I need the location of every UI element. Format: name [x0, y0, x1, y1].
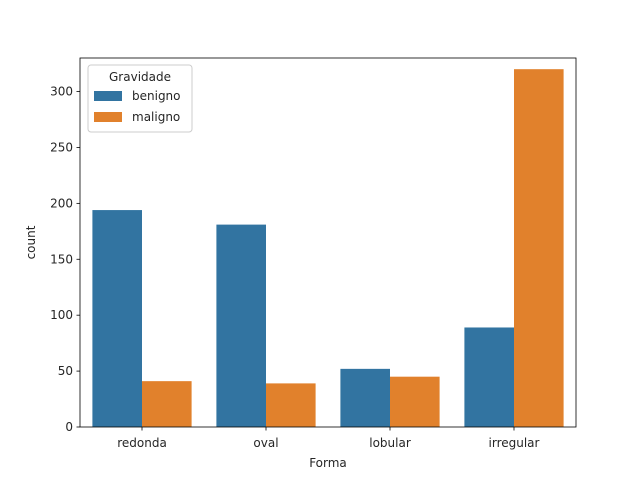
axes-group: 0 50 100 150 200 250 300 redonda oval lobular irre… [50, 57, 577, 450]
y-tick-label: 150 [50, 252, 73, 266]
y-tick-label: 200 [50, 196, 73, 210]
bar-maligno-redonda [142, 381, 192, 427]
legend-swatch-maligno [94, 112, 122, 122]
y-axis-label: count [24, 225, 38, 259]
legend: Gravidade benigno maligno [87, 64, 193, 133]
y-tick-label: 0 [65, 420, 73, 434]
bar-maligno-lobular [390, 376, 440, 427]
y-tick-label: 100 [50, 308, 73, 322]
bar-maligno-irregular [514, 69, 564, 427]
legend-label-benigno: benigno [132, 89, 181, 103]
y-tick-label: 250 [50, 140, 73, 154]
bar-benigno-oval [216, 224, 266, 427]
x-tick-label: oval [253, 436, 278, 450]
y-tick-label: 50 [58, 364, 73, 378]
bar-maligno-oval [266, 383, 316, 427]
x-tick-label: lobular [369, 436, 411, 450]
x-axis-label: Forma [309, 456, 347, 470]
legend-label-maligno: maligno [132, 110, 180, 124]
plot-frame [79, 57, 577, 428]
bars-group [92, 69, 564, 427]
bar-benigno-lobular [340, 368, 390, 427]
x-tick-label: redonda [117, 436, 167, 450]
legend-title: Gravidade [109, 70, 171, 84]
bar-benigno-redonda [92, 210, 142, 427]
legend-swatch-benigno [94, 91, 122, 101]
x-tick-label: irregular [489, 436, 540, 450]
y-tick-label: 300 [50, 85, 73, 99]
bar-benigno-irregular [464, 327, 514, 427]
